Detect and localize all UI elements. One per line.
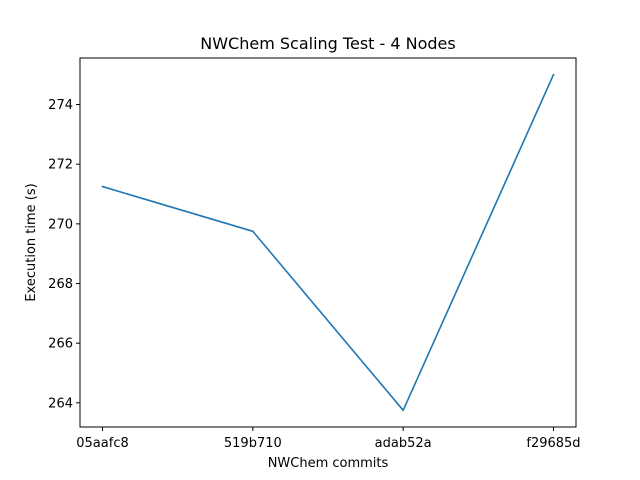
data-point	[101, 185, 104, 188]
x-tick-label: 519b710	[224, 436, 282, 451]
y-tick-label: 274	[48, 98, 73, 113]
data-point	[402, 409, 404, 412]
y-axis-label: Execution time (s)	[24, 183, 39, 301]
y-tick-label: 264	[48, 396, 73, 411]
y-axis: 264 266 268 270 272 274	[48, 98, 80, 411]
chart-title: NWChem Scaling Test - 4 Nodes	[200, 34, 455, 53]
x-tick-label: adab52a	[375, 436, 432, 451]
x-tick-label: 05aafc8	[76, 436, 128, 451]
y-tick-label: 272	[48, 158, 73, 173]
data-point	[552, 73, 555, 76]
series-line	[101, 73, 555, 412]
series-layer	[101, 73, 555, 412]
plot-area	[79, 57, 577, 428]
x-axis-label: NWChem commits	[268, 456, 389, 471]
x-axis: 05aafc8 519b710 adab52a f29685d	[76, 427, 581, 451]
x-tick-label: f29685d	[526, 436, 580, 451]
y-tick-label: 268	[48, 277, 73, 292]
y-tick-label: 270	[48, 217, 73, 232]
data-point	[252, 230, 254, 233]
y-tick-label: 266	[48, 337, 73, 352]
